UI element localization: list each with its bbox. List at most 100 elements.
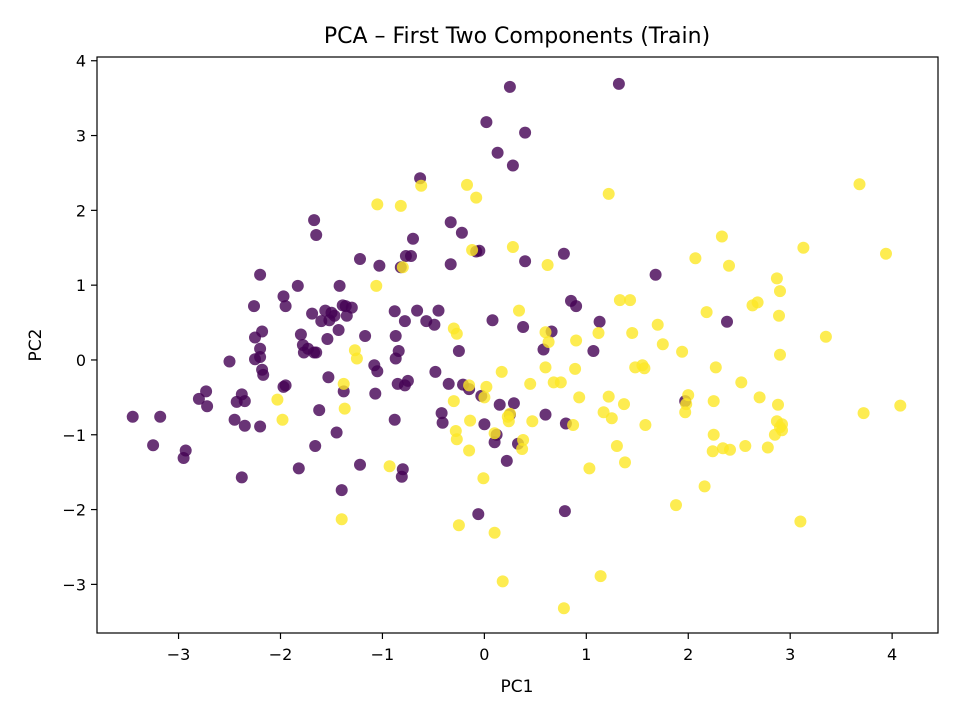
data-point-class-1 — [415, 179, 428, 192]
data-point-class-1 — [680, 398, 693, 411]
data-point-class-0 — [612, 77, 625, 90]
data-point-class-1 — [676, 345, 689, 358]
data-point-class-1 — [383, 460, 396, 473]
data-point-class-1 — [773, 309, 785, 322]
data-point-class-1 — [502, 415, 515, 428]
data-point-class-1 — [602, 187, 615, 200]
plot-frame — [96, 56, 939, 634]
data-point-class-0 — [235, 471, 248, 484]
y-tick-label: 3 — [76, 127, 86, 146]
data-point-class-0 — [330, 426, 343, 439]
data-point-class-1 — [573, 391, 586, 404]
data-point-class-0 — [147, 439, 160, 452]
data-point-class-0 — [254, 420, 267, 433]
x-axis-label: PC1 — [501, 677, 534, 697]
data-point-class-1 — [689, 252, 702, 265]
data-point-class-0 — [126, 410, 139, 423]
y-tick-label: 1 — [76, 276, 86, 295]
data-point-class-0 — [398, 315, 411, 328]
y-tick-label: −3 — [62, 575, 86, 594]
data-point-class-1 — [488, 526, 501, 539]
data-point-class-1 — [461, 178, 473, 191]
data-point-class-1 — [776, 424, 788, 437]
data-point-class-1 — [761, 441, 774, 454]
data-point-class-0 — [721, 315, 733, 328]
data-point-class-1 — [651, 318, 664, 331]
data-point-class-0 — [436, 416, 449, 429]
data-point-class-1 — [613, 294, 626, 307]
data-point-class-1 — [610, 440, 623, 452]
data-point-class-1 — [506, 241, 519, 253]
data-point-class-1 — [463, 379, 476, 392]
data-point-class-1 — [569, 362, 582, 375]
data-point-class-1 — [639, 419, 652, 431]
data-point-class-0 — [177, 452, 190, 464]
data-point-class-0 — [480, 116, 493, 129]
data-point-class-0 — [248, 300, 260, 313]
data-point-class-1 — [570, 334, 583, 347]
data-point-class-1 — [638, 362, 651, 375]
data-point-class-0 — [587, 345, 600, 357]
data-point-class-1 — [709, 361, 722, 374]
data-point-class-1 — [894, 399, 907, 412]
data-point-class-0 — [428, 318, 441, 331]
data-point-class-0 — [279, 379, 292, 392]
data-point-class-0 — [407, 232, 419, 245]
data-point-class-0 — [310, 229, 323, 241]
data-point-class-0 — [291, 279, 304, 292]
data-point-class-0 — [238, 395, 251, 408]
data-point-class-1 — [371, 198, 384, 211]
data-point-class-1 — [337, 377, 350, 390]
data-point-class-1 — [624, 294, 637, 307]
data-point-class-1 — [619, 456, 631, 469]
data-point-class-0 — [279, 300, 292, 313]
data-point-class-0 — [389, 330, 402, 342]
data-point-class-1 — [602, 390, 615, 403]
data-point-class-0 — [455, 226, 468, 239]
data-point-class-1 — [488, 427, 501, 440]
data-point-class-1 — [447, 395, 460, 408]
data-point-class-1 — [735, 376, 748, 389]
data-point-class-0 — [388, 305, 401, 318]
data-point-class-0 — [570, 300, 583, 313]
data-point-class-0 — [371, 365, 384, 378]
y-axis-label: PC2 — [26, 329, 46, 362]
data-point-class-1 — [700, 306, 713, 319]
data-point-class-0 — [395, 470, 408, 483]
data-point-class-1 — [880, 247, 892, 260]
data-point-class-1 — [597, 406, 610, 419]
data-point-class-0 — [452, 345, 465, 357]
data-point-class-1 — [724, 443, 736, 456]
data-point-class-1 — [276, 413, 289, 426]
data-point-class-1 — [707, 395, 720, 408]
data-point-class-0 — [486, 314, 499, 327]
data-point-class-0 — [154, 410, 167, 423]
data-point-class-1 — [478, 391, 491, 404]
data-point-class-1 — [350, 352, 363, 365]
data-point-class-0 — [411, 304, 424, 317]
data-point-class-0 — [435, 407, 448, 420]
data-point-class-0 — [345, 301, 358, 314]
data-point-class-0 — [558, 505, 571, 518]
data-point-class-1 — [797, 241, 810, 254]
x-tick-label: 3 — [785, 645, 795, 664]
data-point-class-0 — [649, 268, 662, 281]
data-point-class-0 — [294, 328, 307, 341]
data-point-class-1 — [567, 419, 580, 431]
data-point-class-1 — [707, 428, 720, 441]
data-point-class-0 — [200, 385, 213, 398]
data-point-class-0 — [491, 146, 504, 159]
data-point-class-1 — [554, 376, 567, 389]
data-point-class-0 — [359, 330, 372, 342]
y-tick-label: 2 — [76, 201, 86, 220]
data-point-class-0 — [309, 440, 322, 452]
data-point-class-0 — [254, 268, 267, 281]
data-point-class-0 — [593, 315, 606, 328]
data-point-class-1 — [592, 327, 605, 339]
data-point-class-1 — [594, 570, 607, 583]
data-point-class-0 — [444, 216, 457, 229]
data-point-class-1 — [772, 398, 784, 411]
data-point-class-1 — [539, 361, 552, 374]
data-point-class-0 — [223, 355, 236, 368]
